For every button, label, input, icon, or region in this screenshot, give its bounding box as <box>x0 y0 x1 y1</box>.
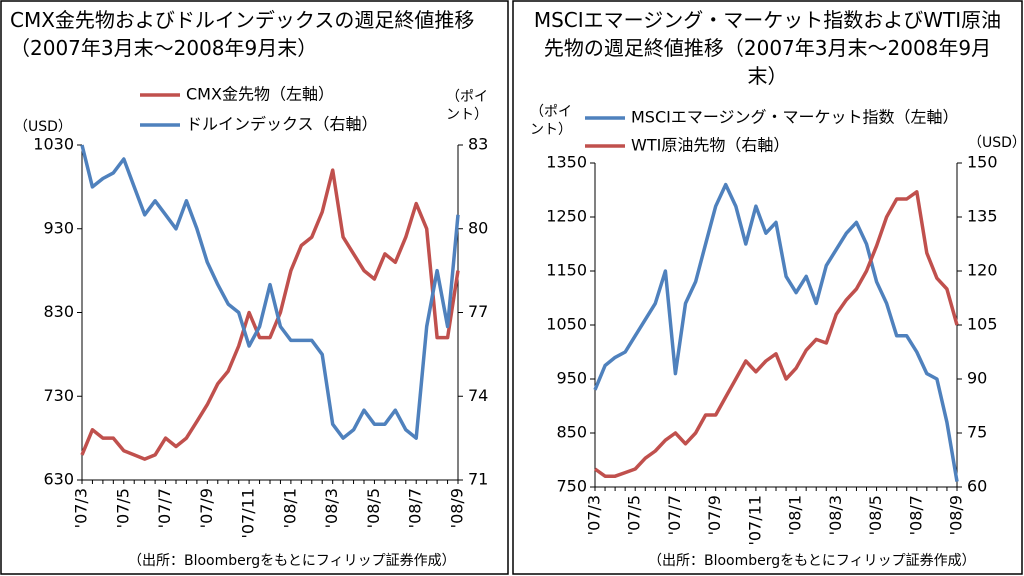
y2-tick-label: 90 <box>967 369 987 388</box>
x-tick-label: '08/5 <box>364 488 383 528</box>
x-tick-label: '07/7 <box>155 488 174 528</box>
x-tick-label: '08/3 <box>826 495 845 535</box>
x-tick-label: '08/7 <box>906 495 925 535</box>
y2-tick-label: 83 <box>468 135 488 154</box>
x-tick-label: '08/5 <box>866 495 885 535</box>
y-tick-label: 850 <box>556 423 587 442</box>
y2-tick-label: 120 <box>967 261 998 280</box>
x-tick-label: '07/9 <box>705 495 724 535</box>
x-tick-label: '07/11 <box>239 488 258 539</box>
y2-tick-label: 71 <box>468 470 488 489</box>
x-tick-label: '08/9 <box>448 488 467 528</box>
x-tick-label: '07/3 <box>72 488 91 528</box>
chart-title: MSCIエマージング・マーケット指数およびWTI原油先物の週足終値推移（2007… <box>533 8 1002 88</box>
y2-tick-label: 135 <box>967 207 998 226</box>
y2-tick-label: 75 <box>967 423 987 442</box>
x-tick-label: '07/7 <box>665 495 684 535</box>
x-tick-label: '08/7 <box>406 488 425 528</box>
legend-label: MSCIエマージング・マーケット指数（左軸） <box>631 108 959 127</box>
x-tick-label: '08/9 <box>947 495 966 535</box>
series-line <box>80 168 460 461</box>
y-axis-label: （ポイント） <box>530 104 572 138</box>
y-tick-label: 930 <box>43 218 74 237</box>
x-tick-label: '07/5 <box>625 495 644 535</box>
panel-border <box>0 0 509 575</box>
x-tick-label: '07/11 <box>745 495 764 546</box>
y2-tick-label: 80 <box>468 218 488 237</box>
x-tick-label: '08/1 <box>786 495 805 535</box>
legend-label: ドルインデックス（右軸） <box>186 115 378 134</box>
x-tick-label: '07/3 <box>585 495 604 535</box>
source-note: （出所：Bloombergをもとにフィリップ証券作成） <box>128 553 456 569</box>
y2-tick-label: 60 <box>967 477 987 496</box>
x-tick-label: '07/5 <box>113 488 132 528</box>
y-tick-label: 1150 <box>546 261 587 280</box>
series-line <box>80 144 460 440</box>
y-tick-label: 830 <box>43 302 74 321</box>
legend-label: CMX金先物（左軸） <box>186 85 334 104</box>
series-line <box>593 182 959 482</box>
y-axis-label: （USD） <box>14 119 72 135</box>
x-tick-label: '07/9 <box>197 488 216 528</box>
y2-tick-label: 77 <box>468 302 488 321</box>
y-tick-label: 750 <box>556 477 587 496</box>
y-tick-label: 630 <box>43 470 74 489</box>
y-tick-label: 730 <box>43 386 74 405</box>
panel-border <box>512 0 1023 575</box>
chart-title: CMX金先物およびドルインデックスの週足終値推移（2007年3月末～2008年9… <box>10 8 475 60</box>
y-tick-label: 950 <box>556 369 587 388</box>
y2-tick-label: 150 <box>967 153 998 172</box>
x-tick-label: '08/1 <box>280 488 299 528</box>
y-tick-label: 1250 <box>546 207 587 226</box>
legend-label: WTI原油先物（右軸） <box>631 136 789 155</box>
x-tick-label: '08/3 <box>322 488 341 528</box>
source-note: （出所：Bloombergをもとにフィリップ証券作成） <box>648 553 976 569</box>
y-tick-label: 1030 <box>33 135 74 154</box>
y-tick-label: 1050 <box>546 315 587 334</box>
y2-tick-label: 74 <box>468 386 488 405</box>
y2-axis-label: （ポイント） <box>446 89 488 123</box>
y-tick-label: 1350 <box>546 153 587 172</box>
y2-tick-label: 105 <box>967 315 998 334</box>
series-line <box>593 190 959 478</box>
y2-axis-label: （USD） <box>968 135 1024 151</box>
